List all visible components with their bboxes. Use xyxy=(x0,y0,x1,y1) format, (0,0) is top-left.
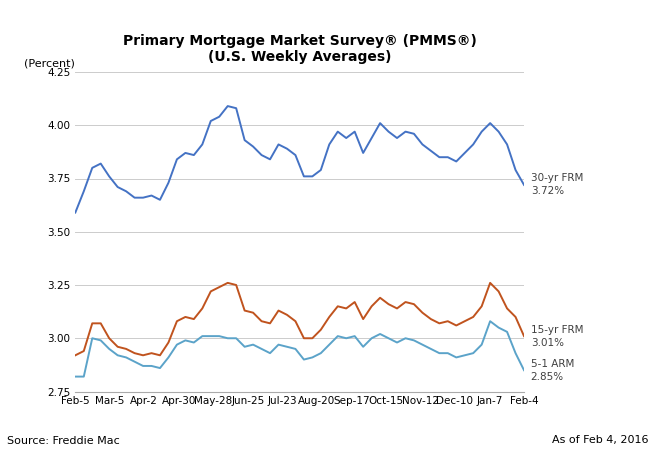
Text: Source: Freddie Mac: Source: Freddie Mac xyxy=(7,436,119,446)
Title: Primary Mortgage Market Survey® (PMMS®)
(U.S. Weekly Averages): Primary Mortgage Market Survey® (PMMS®) … xyxy=(122,34,477,64)
Text: 30-yr FRM
3.72%: 30-yr FRM 3.72% xyxy=(531,173,583,197)
Text: As of Feb 4, 2016: As of Feb 4, 2016 xyxy=(552,436,648,446)
Text: 5-1 ARM
2.85%: 5-1 ARM 2.85% xyxy=(531,359,574,382)
Text: 15-yr FRM
3.01%: 15-yr FRM 3.01% xyxy=(531,324,583,348)
Text: (Percent): (Percent) xyxy=(24,59,75,69)
